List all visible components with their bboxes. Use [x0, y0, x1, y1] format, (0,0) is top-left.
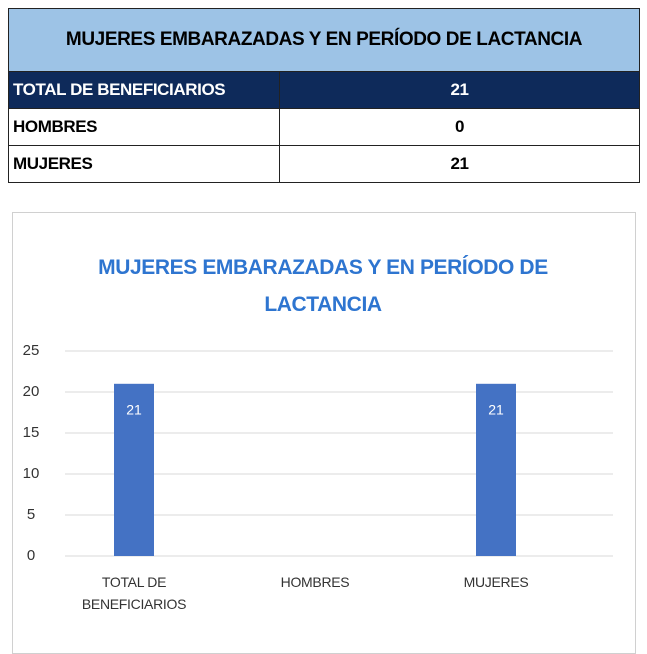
y-tick-label: 25 [23, 342, 40, 359]
y-tick-label: 15 [23, 424, 40, 441]
row-value: 0 [279, 108, 640, 146]
x-tick-label: MUJERES [463, 574, 529, 590]
data-label: 21 [488, 402, 504, 418]
bar [114, 383, 154, 556]
summary-table: MUJERES EMBARAZADAS Y EN PERÍODO DE LACT… [8, 8, 640, 183]
row-label: HOMBRES [8, 108, 280, 146]
chart-svg: 0 5 10 15 20 25 21 21 [23, 342, 613, 564]
data-label: 21 [126, 402, 142, 418]
y-tick-label: 0 [27, 547, 35, 564]
y-tick-label: 5 [27, 506, 35, 523]
y-tick-label: 10 [23, 465, 40, 482]
bar [476, 383, 516, 556]
x-tick-label: TOTAL DE BENEFICIARIOS [81, 574, 187, 612]
x-tick-label: HOMBRES [280, 574, 350, 590]
chart-title: MUJERES EMBARAZADAS Y EN PERÍODO DE LACT… [98, 256, 548, 316]
chart: 0 5 10 15 20 25 21 21 MUJERES EMBARAZADAS Y EN … [12, 212, 636, 654]
row-value: 21 [279, 145, 640, 183]
row-label: MUJERES [8, 145, 280, 183]
row-label: TOTAL DE BENEFICIARIOS [8, 71, 280, 109]
y-tick-label: 20 [23, 383, 40, 400]
table-title: MUJERES EMBARAZADAS Y EN PERÍODO DE LACT… [8, 8, 640, 72]
row-value: 21 [279, 71, 640, 109]
